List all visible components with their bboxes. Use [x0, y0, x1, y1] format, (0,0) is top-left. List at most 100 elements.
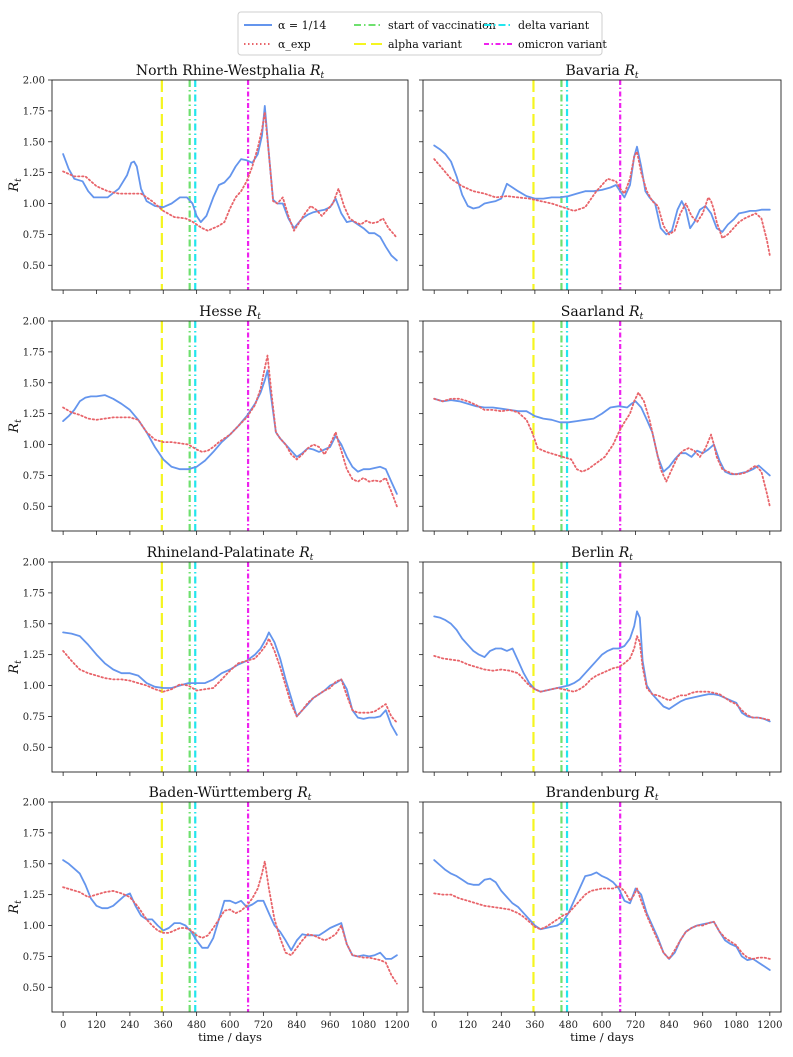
x-tick-label: 240	[120, 1020, 139, 1031]
x-tick-label: 840	[660, 1020, 679, 1031]
x-tick-label: 120	[458, 1020, 477, 1031]
legend-label: omicron variant	[518, 38, 607, 51]
legend-label: α_exp	[278, 38, 311, 51]
axes-frame	[422, 320, 782, 532]
y-tick-label: 1.50	[23, 619, 45, 630]
x-tick-label: 360	[525, 1020, 544, 1031]
x-axis-label: time / days	[198, 1030, 262, 1044]
y-tick-label: 0.50	[23, 502, 45, 513]
x-tick-label: 120	[87, 1020, 106, 1031]
panel-title: Saarland Rt	[561, 304, 644, 322]
legend-label: alpha variant	[388, 38, 462, 51]
series-line-alpha-exp	[62, 860, 398, 985]
y-tick-label: 1.25	[23, 168, 45, 179]
y-axis-label: Rt	[7, 660, 24, 675]
x-tick-label: 600	[220, 1020, 239, 1031]
panel-title: Brandenburg Rt	[546, 785, 659, 803]
y-axis-label-text: Rt	[7, 660, 24, 675]
y-axis-label-text: Rt	[7, 178, 24, 193]
y-tick-label: 1.00	[23, 440, 45, 451]
panel-berlin: Berlin Rt	[419, 545, 782, 776]
y-tick-label: 1.75	[23, 106, 45, 117]
y-tick-label: 2.00	[23, 558, 45, 569]
series-line-alpha-fixed	[62, 859, 398, 960]
y-tick-label: 0.50	[23, 261, 45, 272]
y-tick-label: 1.00	[23, 199, 45, 210]
y-axis-label-text: Rt	[7, 419, 24, 434]
y-tick-label: 1.00	[23, 921, 45, 932]
panel-title: Baden-Württemberg Rt	[149, 785, 312, 803]
x-tick-label: 600	[592, 1020, 611, 1031]
y-tick-label: 0.50	[23, 743, 45, 754]
axes-frame	[51, 801, 409, 1013]
axes-frame	[422, 801, 782, 1013]
panel-title: Berlin Rt	[571, 545, 633, 563]
y-axis-label-text: Rt	[7, 900, 24, 915]
y-tick-label: 0.75	[23, 230, 45, 241]
legend-label: delta variant	[518, 19, 590, 32]
x-tick-label: 480	[187, 1020, 206, 1031]
x-tick-label: 480	[559, 1020, 578, 1031]
y-tick-label: 1.25	[23, 409, 45, 420]
series-line-alpha-exp	[62, 111, 398, 239]
panel-hesse: 0.50 0.75 1.00 1.25 1.50 1.75 2.00 Rt Hesse Rt	[7, 304, 409, 535]
series-line-alpha-fixed	[62, 631, 398, 736]
series-line-alpha-exp	[433, 635, 771, 721]
axes-frame	[51, 561, 409, 773]
axes-frame	[51, 320, 409, 532]
legend: α = 1/14 α_exp start of vaccination alpha v…	[237, 11, 607, 56]
x-tick-label: 1200	[384, 1020, 409, 1031]
y-axis-label: Rt	[7, 419, 24, 434]
legend-label: α = 1/14	[278, 19, 326, 32]
x-tick-label: 720	[254, 1020, 273, 1031]
panel-title: Rhineland-Palatinate Rt	[147, 545, 314, 563]
y-tick-label: 1.25	[23, 650, 45, 661]
series-line-alpha-exp	[433, 391, 771, 508]
x-tick-label: 1200	[757, 1020, 782, 1031]
y-tick-label: 1.75	[23, 828, 45, 839]
y-axis-label: Rt	[7, 178, 24, 193]
axes-frame	[422, 79, 782, 291]
y-tick-label: 2.00	[23, 798, 45, 809]
x-tick-label: 0	[60, 1020, 66, 1031]
panel-rhineland-palatinate: 0.50 0.75 1.00 1.25 1.50 1.75 2.00 Rt Rhineland-…	[7, 545, 409, 776]
x-tick-label: 240	[492, 1020, 511, 1031]
panel-brandenburg: 0 120 240 360 480 600 720 840 960 1080 1200 time / …	[419, 785, 783, 1044]
x-tick-label: 1080	[724, 1020, 749, 1031]
y-tick-label: 0.75	[23, 952, 45, 963]
y-tick-label: 2.00	[23, 76, 45, 87]
legend-label: start of vaccination	[388, 19, 496, 32]
y-tick-label: 0.75	[23, 471, 45, 482]
series-line-alpha-fixed	[433, 859, 771, 971]
y-tick-label: 1.75	[23, 347, 45, 358]
y-axis-label: Rt	[7, 900, 24, 915]
y-tick-label: 1.75	[23, 588, 45, 599]
y-tick-label: 2.00	[23, 317, 45, 328]
x-tick-label: 0	[431, 1020, 437, 1031]
x-axis-label: time / days	[570, 1030, 634, 1044]
series-line-alpha-fixed	[433, 144, 771, 236]
x-tick-label: 360	[154, 1020, 173, 1031]
panel-title: Hesse Rt	[199, 304, 261, 322]
series-line-alpha-exp	[62, 637, 398, 724]
series-line-alpha-exp	[62, 354, 398, 508]
y-tick-label: 0.75	[23, 712, 45, 723]
x-tick-label: 720	[626, 1020, 645, 1031]
series-line-alpha-fixed	[62, 369, 398, 495]
y-tick-label: 1.50	[23, 378, 45, 389]
x-tick-label: 960	[693, 1020, 712, 1031]
series-line-alpha-fixed	[433, 610, 771, 723]
series-line-alpha-exp	[433, 150, 771, 257]
y-tick-label: 1.50	[23, 137, 45, 148]
series-line-alpha-exp	[433, 885, 771, 960]
panel-title: Bavaria Rt	[565, 63, 638, 81]
panel-bavaria: Bavaria Rt	[419, 63, 782, 294]
axes-frame	[51, 79, 409, 291]
panel-north-rhine-westphalia: 0.50 0.75 1.00 1.25 1.50 1.75 2.00 Rt North Rhin…	[7, 63, 409, 294]
series-line-alpha-fixed	[62, 105, 398, 262]
y-tick-label: 1.25	[23, 890, 45, 901]
x-tick-label: 840	[287, 1020, 306, 1031]
panel-saarland: Saarland Rt	[419, 304, 782, 535]
panel-baden-w-rttemberg: 0.50 0.75 1.00 1.25 1.50 1.75 2.00 0 120 240 360 48…	[7, 785, 410, 1044]
